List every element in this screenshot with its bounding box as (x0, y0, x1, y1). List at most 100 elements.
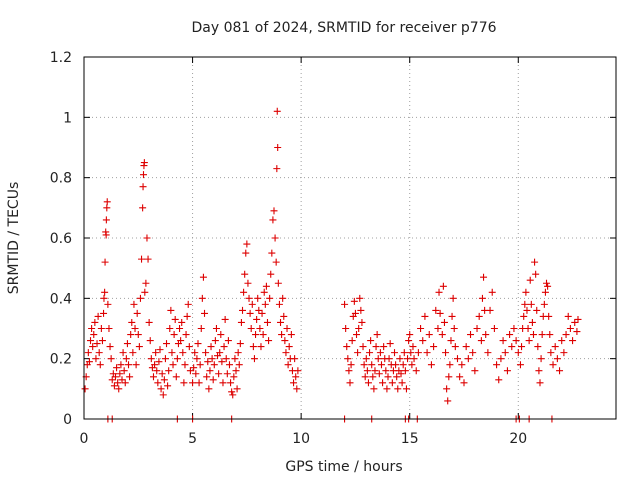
data-point (544, 282, 552, 290)
data-point (271, 234, 279, 242)
chart-title: Day 081 of 2024, SRMTID for receiver p77… (191, 20, 496, 36)
data-point (172, 373, 180, 381)
data-point (228, 388, 236, 396)
data-point (270, 207, 278, 215)
data-point (267, 270, 275, 278)
data-point (157, 385, 165, 393)
data-point (110, 382, 118, 390)
data-point (220, 343, 228, 351)
data-point (94, 312, 102, 320)
data-point (347, 361, 355, 369)
data-point (140, 159, 148, 167)
data-point (282, 349, 290, 357)
data-point (208, 355, 216, 363)
data-point (103, 204, 111, 212)
data-point (353, 331, 361, 339)
data-point (164, 382, 172, 390)
data-point (477, 337, 485, 345)
data-point (449, 294, 457, 302)
y-tick-label: 0.6 (50, 231, 72, 247)
data-point (384, 373, 392, 381)
data-point (533, 306, 541, 314)
x-tick-label: 15 (401, 431, 419, 447)
data-point (212, 325, 220, 332)
data-point (97, 325, 105, 332)
data-point (147, 355, 155, 363)
data-point (87, 337, 95, 345)
data-point (253, 315, 261, 323)
data-point (374, 355, 382, 363)
data-point (144, 255, 152, 263)
data-point (462, 343, 470, 351)
data-point (488, 288, 496, 296)
x-tick-label: 10 (292, 431, 310, 447)
data-point (279, 294, 287, 302)
data-point (250, 355, 258, 363)
data-point (499, 337, 507, 345)
data-point (560, 349, 568, 357)
y-tick-label: 0.4 (50, 291, 72, 307)
data-point (191, 349, 199, 357)
data-point (531, 258, 539, 266)
data-point (516, 361, 524, 369)
data-point (392, 361, 400, 369)
data-point (414, 349, 422, 357)
data-point (233, 385, 241, 393)
data-point (549, 361, 557, 369)
data-point (356, 294, 364, 302)
data-point (351, 309, 359, 317)
data-point (118, 376, 126, 384)
data-points (81, 107, 582, 423)
data-point (482, 331, 490, 339)
data-point (480, 273, 488, 281)
data-point (219, 379, 227, 387)
data-point (146, 337, 154, 345)
data-point (167, 306, 175, 314)
data-point (255, 306, 263, 314)
data-point (553, 355, 561, 363)
data-point (225, 361, 233, 369)
data-point (430, 343, 438, 351)
data-point (222, 355, 230, 363)
data-point (236, 340, 244, 348)
data-point (122, 355, 130, 363)
data-point (141, 288, 149, 296)
data-point (185, 343, 193, 351)
data-point (131, 325, 139, 332)
y-tick-label: 0 (63, 412, 72, 428)
data-point (473, 325, 481, 332)
data-point (343, 343, 351, 351)
data-point (566, 325, 574, 332)
data-point (564, 312, 572, 320)
data-point (101, 288, 109, 296)
x-tick-labels: 0 5 10 15 20 (80, 431, 528, 447)
data-point (244, 279, 252, 287)
data-point (478, 294, 486, 302)
data-point (514, 349, 522, 357)
data-point (149, 373, 157, 381)
data-point (100, 294, 108, 302)
data-point (538, 331, 546, 339)
data-point (521, 300, 529, 308)
data-point (215, 370, 223, 378)
data-point (160, 376, 168, 384)
data-point (210, 361, 218, 369)
data-point (408, 361, 416, 369)
data-point (93, 340, 101, 348)
data-point (371, 367, 379, 375)
data-point (189, 379, 197, 387)
x-tick-label: 20 (509, 431, 527, 447)
data-point (159, 391, 167, 399)
data-point (107, 355, 115, 363)
data-point (447, 337, 455, 345)
data-point (192, 370, 200, 378)
data-point (368, 361, 376, 369)
data-point (435, 288, 443, 296)
data-point (400, 349, 408, 357)
data-point (379, 379, 387, 387)
data-point (204, 358, 212, 366)
data-point (444, 397, 452, 405)
data-point (291, 355, 299, 363)
data-point (179, 349, 187, 357)
data-point (126, 373, 134, 381)
